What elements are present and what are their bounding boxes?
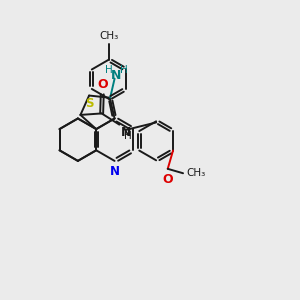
Text: H: H [105, 65, 113, 75]
Text: CH₃: CH₃ [186, 168, 205, 178]
Text: CH₃: CH₃ [99, 32, 118, 41]
Text: O: O [97, 78, 108, 91]
Text: N: N [121, 125, 131, 139]
Text: H: H [120, 65, 128, 75]
Text: N: N [111, 69, 121, 82]
Text: S: S [85, 97, 93, 110]
Text: O: O [162, 173, 173, 186]
Text: H: H [124, 131, 132, 141]
Text: N: N [110, 165, 120, 178]
